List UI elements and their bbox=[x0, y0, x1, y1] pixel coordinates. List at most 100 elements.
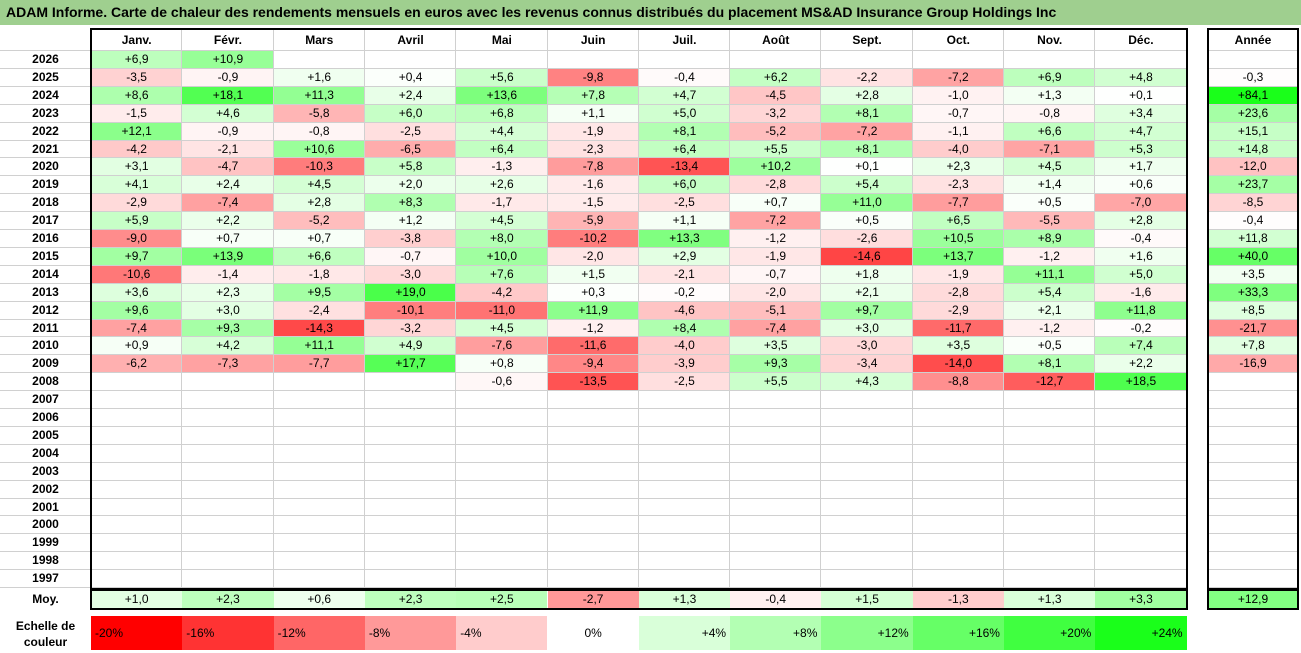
heatmap-cell bbox=[364, 516, 457, 535]
month-header: Sept. bbox=[852, 33, 882, 47]
heatmap-cell bbox=[912, 426, 1004, 445]
grid-line bbox=[0, 67, 1187, 69]
grid-line bbox=[1208, 300, 1298, 302]
annual-cell: +3,5 bbox=[1208, 265, 1298, 284]
heatmap-cell: +2,9 bbox=[638, 247, 731, 266]
annual-cell bbox=[1208, 552, 1298, 571]
heatmap-cell bbox=[1004, 516, 1096, 535]
heatmap-cell bbox=[912, 552, 1004, 571]
heatmap-cell: -10,6 bbox=[91, 265, 183, 284]
heatmap-cell: +10,9 bbox=[182, 51, 274, 69]
heatmap-cell bbox=[91, 480, 183, 499]
heatmap-cell bbox=[364, 498, 457, 517]
annual-cell: -0,4 bbox=[1208, 212, 1298, 230]
heatmap-cell: -10,1 bbox=[364, 301, 457, 320]
heatmap-cell bbox=[638, 426, 731, 445]
heatmap-cell: -1,0 bbox=[912, 86, 1004, 105]
heatmap-cell bbox=[364, 534, 457, 553]
heatmap-cell: +4,5 bbox=[273, 176, 365, 195]
grid-line bbox=[0, 569, 1187, 571]
heatmap-cell: -7,8 bbox=[547, 158, 639, 177]
heatmap-cell: +9,7 bbox=[821, 301, 913, 320]
heatmap-cell: +8,1 bbox=[1004, 355, 1096, 374]
heatmap-cell: +10,6 bbox=[273, 140, 365, 159]
heatmap-cell bbox=[638, 444, 731, 463]
heatmap-cell: +2,0 bbox=[364, 176, 457, 195]
heatmap-cell bbox=[1004, 498, 1096, 517]
heatmap-cell: -0,7 bbox=[364, 247, 457, 266]
heatmap-cell: -2,4 bbox=[273, 301, 365, 320]
heatmap-cell bbox=[547, 498, 639, 517]
annual-cell: -0,3 bbox=[1208, 68, 1298, 87]
year-label: 2021 bbox=[32, 141, 59, 156]
heatmap-cell bbox=[364, 570, 457, 588]
heatmap-cell: +0,6 bbox=[1095, 176, 1187, 195]
heatmap-cell: +4,6 bbox=[182, 104, 274, 123]
heatmap-cell bbox=[182, 570, 274, 588]
heatmap-cell bbox=[638, 534, 731, 553]
color-scale-swatch: +12% bbox=[821, 616, 913, 650]
heatmap-cell: -4,5 bbox=[730, 86, 822, 105]
month-header: Déc. bbox=[1128, 33, 1154, 47]
year-label: 2023 bbox=[32, 105, 59, 120]
grid-line bbox=[0, 121, 1187, 123]
heatmap-cell bbox=[730, 51, 822, 69]
average-cell: +1,3 bbox=[638, 590, 731, 609]
grid-line bbox=[1003, 30, 1004, 588]
heatmap-cell: +0,4 bbox=[364, 68, 457, 87]
grid-line bbox=[272, 30, 274, 588]
heatmap-cell: -0,2 bbox=[1095, 319, 1187, 338]
heatmap-cell bbox=[638, 570, 731, 588]
heatmap-cell: -1,5 bbox=[91, 104, 183, 123]
heatmap-cell bbox=[821, 409, 913, 427]
average-cell: +1,0 bbox=[91, 590, 183, 609]
month-header: Nov. bbox=[1037, 33, 1063, 47]
grid-line bbox=[0, 282, 1187, 284]
heatmap-cell: -1,7 bbox=[456, 194, 548, 213]
heatmap-cell bbox=[456, 480, 548, 499]
heatmap-cell: +9,6 bbox=[91, 301, 183, 320]
heatmap-cell: +3,1 bbox=[91, 158, 183, 177]
grid-line bbox=[1094, 30, 1096, 588]
heatmap-cell: -13,4 bbox=[638, 158, 731, 177]
heatmap-cell: +8,6 bbox=[91, 86, 183, 105]
heatmap-cell: -2,3 bbox=[912, 176, 1004, 195]
grid-line bbox=[0, 372, 1187, 374]
color-scale-swatch: -8% bbox=[364, 616, 457, 650]
heatmap-cell: +4,5 bbox=[456, 319, 548, 338]
heatmap-cell: +2,4 bbox=[182, 176, 274, 195]
grid-line bbox=[911, 30, 913, 588]
annual-cell: +11,8 bbox=[1208, 230, 1298, 248]
heatmap-cell bbox=[364, 51, 457, 69]
month-header: Févr. bbox=[213, 33, 242, 47]
grid-line bbox=[0, 461, 1187, 463]
heatmap-cell: +2,8 bbox=[821, 86, 913, 105]
annual-cell: +8,5 bbox=[1208, 301, 1298, 320]
heatmap-cell bbox=[1004, 426, 1096, 445]
heatmap-cell: +2,6 bbox=[456, 176, 548, 195]
heatmap-cell bbox=[182, 480, 274, 499]
heatmap-cell: +8,9 bbox=[1004, 230, 1096, 248]
heatmap-cell: +9,3 bbox=[182, 319, 274, 338]
heatmap-cell: +12,1 bbox=[91, 122, 183, 141]
heatmap-cell: +2,8 bbox=[1095, 212, 1187, 230]
grid-line bbox=[1208, 443, 1298, 445]
heatmap-cell bbox=[273, 534, 365, 553]
heatmap-cell: -0,7 bbox=[730, 265, 822, 284]
heatmap-cell bbox=[182, 444, 274, 463]
heatmap-cell: -1,6 bbox=[1095, 283, 1187, 302]
heatmap-cell bbox=[821, 462, 913, 481]
heatmap-cell: +7,8 bbox=[547, 86, 639, 105]
annual-cell bbox=[1208, 426, 1298, 445]
heatmap-cell bbox=[91, 534, 183, 553]
heatmap-cell bbox=[1095, 534, 1187, 553]
grid-line bbox=[729, 30, 731, 588]
heatmap-cell: +8,1 bbox=[638, 122, 731, 141]
grid-line bbox=[1208, 229, 1298, 230]
grid-line bbox=[1208, 408, 1298, 409]
heatmap-cell: -2,8 bbox=[912, 283, 1004, 302]
grid-line bbox=[1208, 497, 1298, 499]
month-header: Juil. bbox=[672, 33, 697, 47]
grid-line bbox=[1208, 67, 1298, 69]
grid-line bbox=[1208, 390, 1298, 392]
